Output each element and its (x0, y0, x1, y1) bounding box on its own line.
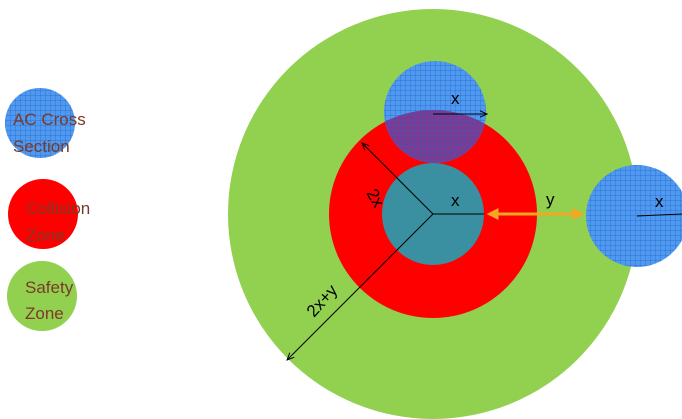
legend-ac-line1: AC Cross (13, 110, 86, 129)
legend-item-safety-zone: Safety Zone (7, 261, 77, 331)
ac-top-radius-label: x (451, 89, 460, 108)
safety-radius-arrow (287, 213, 434, 360)
ac-right-grid (586, 165, 682, 267)
legend-safety-line1: Safety (25, 278, 74, 297)
collision-zone-swatch (8, 179, 78, 249)
legend-ac-line2: Section (13, 137, 70, 156)
safety-zone-swatch (7, 261, 77, 331)
center-radius-label: x (451, 191, 460, 210)
legend-safety-line2: Zone (25, 304, 64, 323)
ac-right-radius-line (636, 213, 682, 217)
legend-item-collision-zone: Collision Zone (8, 179, 90, 249)
collision-radius-arrow (362, 143, 434, 215)
legend-item-ac-cross-section: AC Cross Section (5, 88, 86, 158)
separation-distance-label: y (546, 190, 555, 209)
ac-top-grid (384, 61, 486, 163)
legend-collision-line2: Zone (26, 226, 65, 245)
legend-collision-line1: Collision (26, 199, 90, 218)
ac-right-radius-label: x (655, 192, 664, 211)
legend: AC Cross Section Collision Zone Safety Z… (5, 88, 90, 331)
ac-cross-section-right: x (586, 165, 682, 267)
ac-cross-section-swatch-grid (5, 88, 75, 158)
